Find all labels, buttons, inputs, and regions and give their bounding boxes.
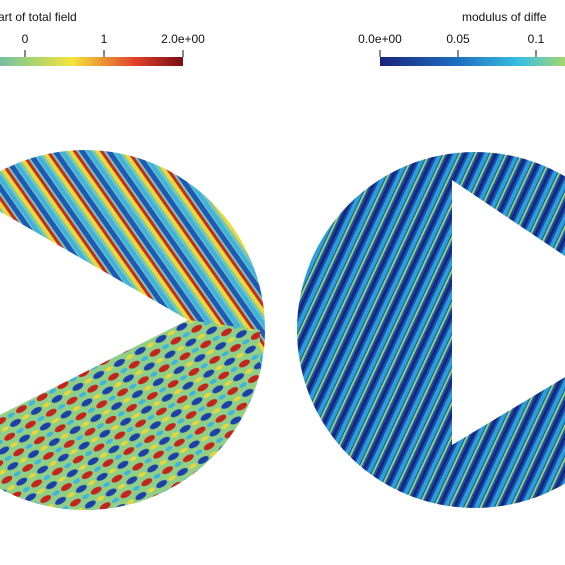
colorbar-title: modulus of diffe xyxy=(462,10,547,24)
tick-label: 2.0e+00 xyxy=(161,32,205,46)
colorbar xyxy=(380,57,565,66)
left-field-plot xyxy=(0,150,265,510)
colorbar-title: art of total field xyxy=(0,10,77,24)
tick-label: 0.0e+00 xyxy=(358,32,402,46)
tick-label: 0.05 xyxy=(446,32,470,46)
tick-label: 0.1 xyxy=(528,32,545,46)
right-field-plot xyxy=(297,152,565,508)
tick-label: 0 xyxy=(22,32,29,46)
tick-label: 1 xyxy=(101,32,108,46)
colorbar xyxy=(0,57,183,66)
